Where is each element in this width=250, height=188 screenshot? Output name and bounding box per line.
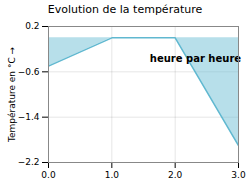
svg-text:Température en °C →: Température en °C → bbox=[7, 46, 17, 143]
html-text:Evolution de la température: Evolution de la température bbox=[47, 3, 203, 16]
svg-text:−2.2: −2.2 bbox=[18, 157, 40, 167]
svg-text:0.2: 0.2 bbox=[25, 21, 39, 31]
svg-text:0.0: 0.0 bbox=[41, 170, 56, 180]
svg-text:2.0: 2.0 bbox=[168, 170, 183, 180]
svg-text:3.0: 3.0 bbox=[231, 170, 246, 180]
svg-text:heure par heure: heure par heure bbox=[150, 53, 241, 64]
svg-text:−1.4: −1.4 bbox=[18, 112, 40, 122]
svg-text:−0.6: −0.6 bbox=[18, 67, 40, 77]
svg-text:1.0: 1.0 bbox=[105, 170, 120, 180]
